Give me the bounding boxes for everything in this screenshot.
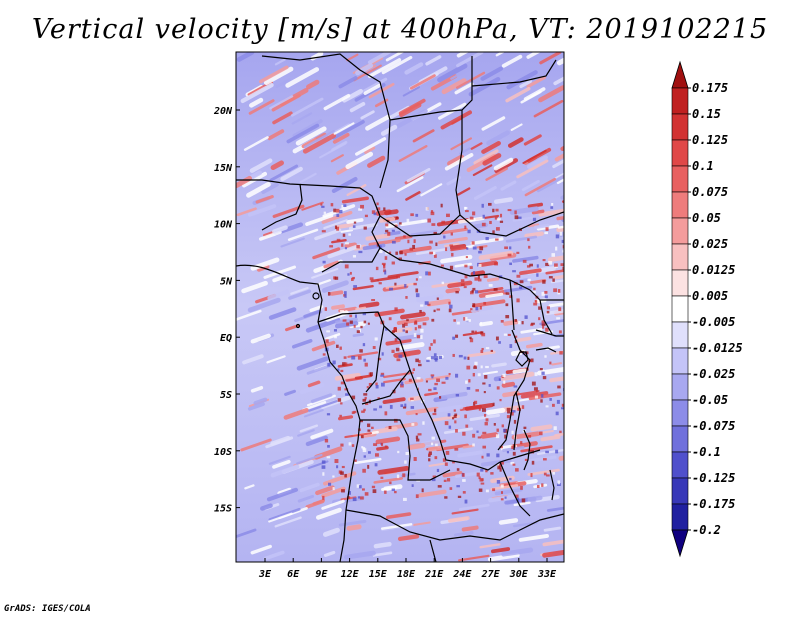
- field-speckle: [320, 202, 564, 504]
- lon-tick-label: 3E: [258, 569, 272, 580]
- lon-tick-label: 24E: [452, 569, 472, 580]
- colorbar-label: -0.0125: [692, 341, 743, 355]
- colorbar-segment: [671, 321, 689, 349]
- colorbar-segment: [671, 139, 689, 167]
- lon-tick-label: 33E: [537, 569, 557, 580]
- colorbar-segment: [671, 477, 689, 505]
- colorbar-label: -0.2: [692, 523, 721, 537]
- colorbar-segment: [671, 165, 689, 193]
- colorbar-label: -0.05: [692, 393, 728, 407]
- colorbar: 0.175 0.15 0.125 0.1 0.075 0.05 0.025 0.0125 0.0…: [671, 60, 743, 558]
- colorbar-segment: [671, 243, 689, 271]
- colorbar-segment: [671, 503, 689, 531]
- lat-tick-label: 5S: [220, 390, 232, 401]
- colorbar-label: 0.125: [692, 133, 728, 147]
- colorbar-label: 0.15: [692, 107, 721, 121]
- map-frame: [235, 51, 565, 563]
- colorbar-segment: [671, 191, 689, 219]
- colorbar-label: -0.125: [692, 471, 735, 485]
- lon-tick-label: 21E: [424, 569, 444, 580]
- colorbar-label: 0.025: [692, 237, 728, 251]
- colorbar-label: -0.005: [692, 315, 735, 329]
- lat-tick-label: 20N: [213, 106, 233, 117]
- lat-tick-label: 10N: [214, 220, 233, 231]
- colorbar-segment: [671, 425, 689, 453]
- colorbar-segment: [671, 87, 689, 115]
- longitude-axis: 3E 6E 9E 12E 15E 18E 21E 24E 27E 30E 33E: [258, 558, 557, 580]
- lon-tick-label: 15E: [369, 569, 388, 580]
- colorbar-label: 0.075: [692, 185, 728, 199]
- lon-tick-label: 6E: [287, 569, 300, 580]
- page-title: Vertical velocity [m/s] at 400hPa, VT: 2…: [31, 14, 769, 45]
- lat-tick-label: EQ: [220, 333, 232, 344]
- colorbar-segment: [671, 399, 689, 427]
- colorbar-label: 0.05: [692, 211, 721, 225]
- colorbar-label: 0.0125: [692, 263, 735, 277]
- colorbar-top-arrow: [671, 60, 689, 89]
- colorbar-label: 0.175: [692, 81, 728, 95]
- lakes-coast: [295, 292, 555, 501]
- lat-tick-label: 15S: [214, 504, 232, 515]
- lat-tick-label: 10S: [214, 447, 232, 458]
- colorbar-label: 0.1: [692, 159, 714, 173]
- lon-tick-label: 9E: [315, 569, 328, 580]
- colorbar-bottom-arrow: [671, 529, 689, 558]
- colorbar-segment: [671, 347, 689, 375]
- colorbar-segment: [671, 373, 689, 401]
- country-borders: [236, 53, 564, 562]
- colorbar-label: -0.175: [692, 497, 735, 511]
- lon-tick-label: 18E: [397, 569, 416, 580]
- grads-credit: GrADS: IGES/COLA: [4, 604, 91, 614]
- colorbar-segment: [671, 217, 689, 245]
- colorbar-label: 0.005: [692, 289, 728, 303]
- lat-tick-label: 15N: [214, 163, 233, 174]
- lon-tick-label: 30E: [509, 569, 529, 580]
- colorbar-segment: [671, 295, 689, 323]
- vertical-velocity-field: [236, 52, 564, 562]
- lon-tick-label: 27E: [481, 569, 501, 580]
- lon-tick-label: 12E: [341, 569, 360, 580]
- colorbar-segment: [671, 113, 689, 141]
- lat-tick-label: 5N: [220, 276, 233, 287]
- latitude-axis: 20N 15N 10N 5N EQ 5S 10S 15S: [213, 106, 240, 515]
- colorbar-label: -0.075: [692, 419, 735, 433]
- colorbar-label: -0.025: [692, 367, 735, 381]
- colorbar-segment: [671, 269, 689, 297]
- colorbar-segment: [671, 451, 689, 479]
- colorbar-label: -0.1: [692, 445, 721, 459]
